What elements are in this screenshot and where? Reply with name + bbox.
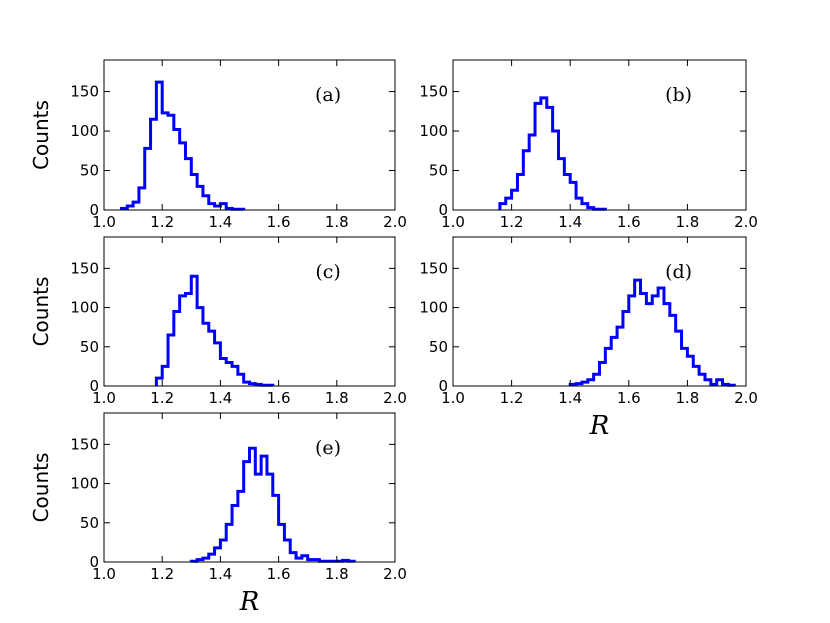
y-tick-label: 150	[419, 83, 448, 101]
x-tick-label: 1.6	[617, 213, 641, 231]
x-tick-label: 1.2	[500, 213, 524, 231]
panel-e: 1.0 1.2 1.4 1.6 1.8 2.0 0 50 100 150 (e) Counts R	[29, 412, 407, 617]
axes-frame-e	[103, 412, 396, 563]
y-tick-label: 50	[429, 338, 448, 356]
x-tick-label: 1.4	[208, 565, 232, 583]
axes-frame-b	[452, 59, 747, 211]
y-tick-label: 0	[438, 377, 448, 395]
y-axis-label-e: Counts	[29, 453, 53, 523]
x-tick-label: 1.0	[92, 565, 116, 583]
y-tick-label: 100	[70, 122, 99, 140]
y-tick-label: 150	[70, 435, 99, 453]
axes-frame-c	[103, 236, 396, 387]
x-tick-label: 1.2	[150, 565, 174, 583]
x-tick-label: 1.0	[92, 213, 116, 231]
x-tick-label: 1.2	[150, 213, 174, 231]
panel-b: 1.0 1.2 1.4 1.6 1.8 2.0 0 50 100 150 (b)	[419, 59, 758, 231]
histogram-series-c	[154, 274, 275, 387]
y-tick-label: 50	[80, 514, 99, 532]
y-tick-label: 100	[419, 122, 448, 140]
x-tick-label: 1.0	[441, 389, 465, 407]
y-tick-label: 150	[70, 83, 99, 101]
y-tick-label: 0	[438, 201, 448, 219]
x-tick-label: 1.0	[92, 389, 116, 407]
x-tick-label: 1.8	[675, 389, 699, 407]
y-tick-label: 100	[419, 299, 448, 317]
y-tick-label: 100	[70, 475, 99, 493]
x-tick-label: 1.4	[558, 213, 582, 231]
panel-d: 1.0 1.2 1.4 1.6 1.8 2.0 0 50 100 150 (d) R	[419, 236, 758, 441]
x-tick-label: 2.0	[383, 389, 407, 407]
y-tick-label: 100	[70, 299, 99, 317]
x-tick-label: 1.6	[267, 389, 291, 407]
y-tick-label: 50	[80, 338, 99, 356]
histogram-series-d	[568, 278, 736, 387]
y-tick-label: 0	[89, 377, 99, 395]
x-tick-label: 1.4	[208, 389, 232, 407]
x-tick-label: 1.2	[500, 389, 524, 407]
histogram-series-b	[498, 96, 607, 211]
panel-c: 1.0 1.2 1.4 1.6 1.8 2.0 0 50 100 150 (c) Counts	[29, 236, 407, 407]
y-axis-label-c: Counts	[29, 277, 53, 347]
panel-label-b: (b)	[665, 84, 692, 106]
x-tick-label: 1.8	[325, 213, 349, 231]
x-tick-label: 2.0	[383, 565, 407, 583]
x-tick-label: 1.6	[617, 389, 641, 407]
histogram-series-e	[189, 446, 356, 563]
y-tick-label: 0	[89, 201, 99, 219]
histogram-series-a	[119, 80, 246, 211]
x-tick-label: 1.4	[558, 389, 582, 407]
y-tick-label: 50	[80, 162, 99, 180]
panel-a: 1.0 1.2 1.4 1.6 1.8 2.0 0 50 100 150 (a) Counts	[29, 59, 407, 231]
panel-label-d: (d)	[665, 261, 692, 283]
axes-frame-d	[452, 236, 747, 387]
x-tick-label: 2.0	[383, 213, 407, 231]
x-axis-label-d: R	[589, 411, 610, 441]
x-axis-label-e: R	[239, 587, 260, 617]
x-tick-label: 1.6	[267, 565, 291, 583]
x-tick-label: 2.0	[734, 213, 758, 231]
axes-frame-a	[103, 59, 396, 211]
y-tick-label: 50	[429, 162, 448, 180]
panel-label-c: (c)	[315, 261, 340, 283]
x-tick-label: 1.0	[441, 213, 465, 231]
x-tick-label: 1.4	[208, 213, 232, 231]
y-tick-label: 150	[419, 259, 448, 277]
x-tick-label: 2.0	[734, 389, 758, 407]
panel-label-a: (a)	[315, 84, 341, 106]
y-tick-label: 150	[70, 259, 99, 277]
panel-label-e: (e)	[315, 437, 341, 459]
y-tick-label: 0	[89, 553, 99, 571]
x-tick-label: 1.6	[267, 213, 291, 231]
x-tick-label: 1.8	[325, 565, 349, 583]
x-tick-label: 1.8	[675, 213, 699, 231]
y-axis-label-a: Counts	[29, 100, 53, 170]
x-tick-label: 1.2	[150, 389, 174, 407]
x-tick-label: 1.8	[325, 389, 349, 407]
